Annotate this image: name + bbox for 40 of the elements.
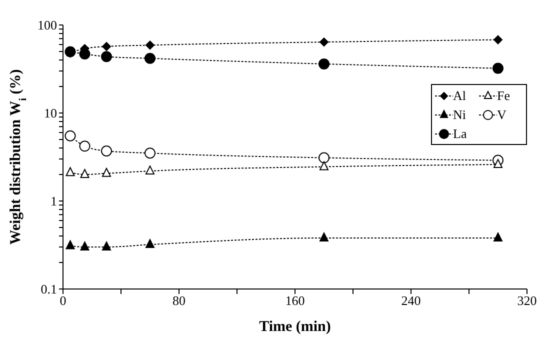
point — [144, 148, 156, 159]
point — [146, 239, 154, 248]
legend-label: Al — [453, 88, 466, 104]
point — [318, 152, 330, 164]
y-tick-label: 100 — [38, 18, 57, 33]
legend-label: Fe — [497, 88, 510, 104]
point — [494, 35, 502, 44]
point — [318, 58, 330, 70]
point — [80, 242, 90, 251]
point — [102, 42, 111, 51]
point — [102, 168, 111, 177]
point — [64, 130, 76, 142]
point — [494, 232, 502, 242]
point — [79, 140, 90, 152]
point — [146, 166, 154, 175]
legend-label: La — [453, 126, 467, 142]
point — [101, 51, 112, 62]
point — [66, 167, 75, 176]
legend-label: Ni — [453, 106, 466, 122]
point — [320, 38, 328, 47]
y-tick-label: 1 — [50, 194, 57, 209]
point — [320, 161, 328, 170]
point — [66, 240, 75, 250]
x-tick-label: 240 — [401, 293, 421, 308]
point — [492, 62, 504, 74]
legend-label: V — [497, 106, 506, 122]
y-tick-label: 0.1 — [40, 282, 57, 297]
x-tick-label: 320 — [517, 293, 537, 308]
x-axis-title: Time (min) — [259, 319, 331, 335]
x-tick-label: 0 — [60, 293, 66, 308]
point — [80, 169, 90, 178]
point — [494, 158, 502, 168]
point — [146, 40, 154, 50]
x-tick-label: 160 — [285, 293, 305, 308]
point — [101, 146, 112, 156]
y-tick-label: 10 — [44, 106, 57, 121]
point — [144, 52, 156, 64]
x-tick-label: 80 — [172, 293, 186, 308]
point — [102, 242, 111, 251]
point — [320, 232, 328, 242]
